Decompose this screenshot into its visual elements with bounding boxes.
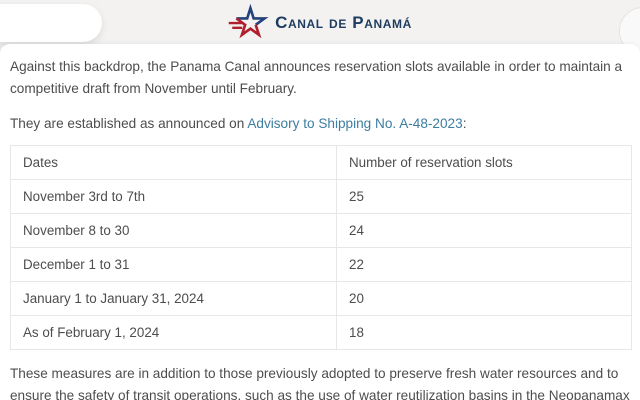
cell-slots: 25: [336, 179, 632, 214]
canal-de-panama-logo[interactable]: Canal de Panamá: [228, 1, 412, 44]
advisory-text-suffix: :: [462, 116, 467, 131]
advisory-text-prefix: They are established as announced on: [10, 116, 248, 131]
cell-slots: 20: [336, 281, 632, 316]
canal-star-icon: [228, 4, 272, 41]
paragraph-measures: These measures are in addition to those …: [10, 366, 630, 400]
cell-dates: As of February 1, 2024: [10, 315, 337, 350]
table-row: November 3rd to 7th 25: [10, 179, 632, 214]
table-row: As of February 1, 2024 18: [10, 315, 632, 350]
cell-slots: 18: [336, 315, 632, 350]
column-header-slots: Number of reservation slots: [336, 145, 632, 180]
cell-dates: November 3rd to 7th: [10, 179, 337, 214]
cell-slots: 22: [336, 247, 632, 282]
top-strip: Canal de Panamá: [0, 0, 640, 55]
table-header-row: Dates Number of reservation slots: [10, 145, 632, 180]
cell-dates: November 8 to 30: [10, 213, 337, 248]
reservation-slots-table: Dates Number of reservation slots Novemb…: [10, 145, 632, 350]
article-content: Against this backdrop, the Panama Canal …: [0, 44, 640, 400]
cell-dates: January 1 to January 31, 2024: [10, 281, 337, 316]
table-row: December 1 to 31 22: [10, 247, 632, 282]
cell-dates: December 1 to 31: [10, 247, 337, 282]
table-row: January 1 to January 31, 2024 20: [10, 281, 632, 316]
cell-slots: 24: [336, 213, 632, 248]
paragraph-backdrop: Against this backdrop, the Panama Canal …: [10, 59, 623, 96]
floating-pill-partial: [0, 4, 102, 42]
table-row: November 8 to 30 24: [10, 213, 632, 248]
advisory-shipping-link[interactable]: Advisory to Shipping No. A-48-2023: [247, 116, 463, 131]
column-header-dates: Dates: [10, 145, 337, 180]
paragraph-advisory: They are established as announced on Adv…: [10, 113, 632, 135]
logo-text: Canal de Panamá: [275, 12, 412, 32]
